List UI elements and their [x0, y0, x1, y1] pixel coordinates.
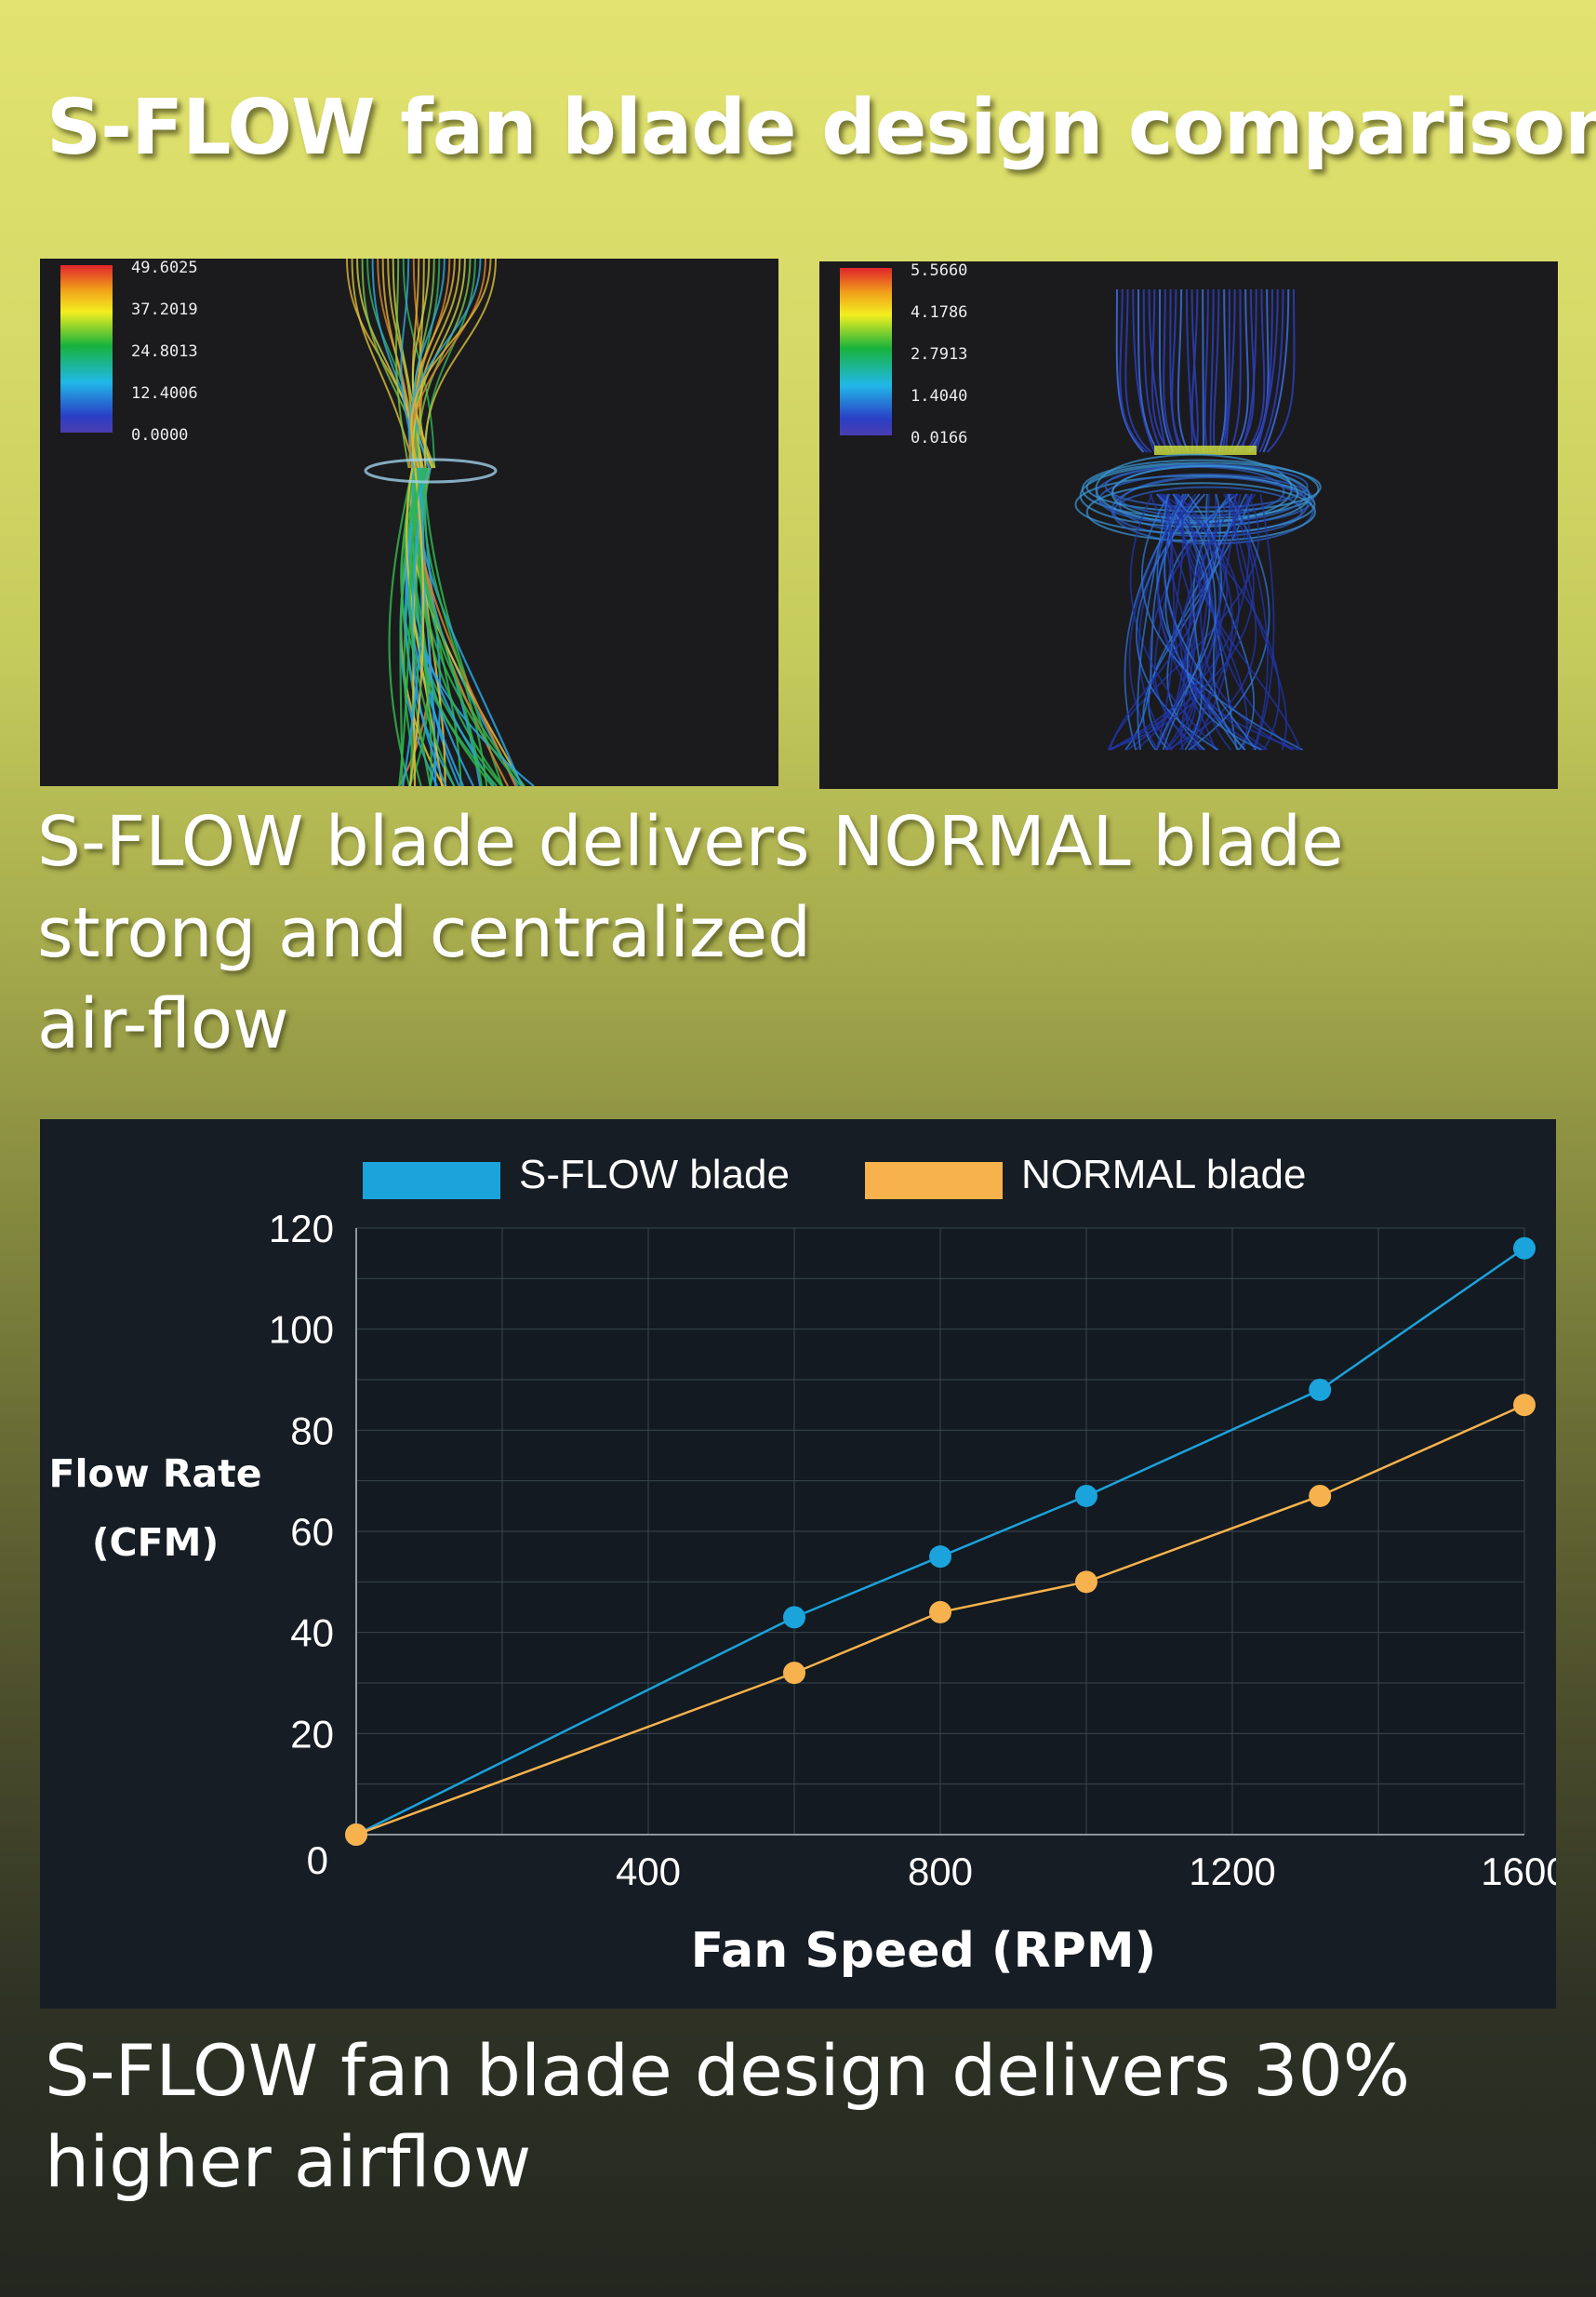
y-tick-label: 40 [290, 1611, 334, 1655]
data-point [1075, 1570, 1097, 1594]
scale-label: 49.6025 [131, 259, 198, 277]
scale-label: 1.4040 [911, 387, 968, 406]
scale-label: 12.4006 [131, 384, 198, 403]
y-axis-label: (CFM) [92, 1520, 219, 1565]
data-point [929, 1545, 951, 1569]
legend-swatch [363, 1162, 500, 1199]
bottom-caption: S-FLOW fan blade design delivers 30% hig… [45, 2025, 1410, 2208]
legend-swatch [865, 1162, 1003, 1199]
normal-caption: NORMAL blade [832, 796, 1344, 888]
y-tick-label: 120 [269, 1207, 334, 1250]
legend-label: S-FLOW blade [519, 1152, 790, 1197]
normal-streamlines [1074, 288, 1322, 751]
data-point [929, 1600, 951, 1623]
page-title: S-FLOW fan blade design comparison: [47, 84, 1596, 172]
y-tick-label: 80 [290, 1409, 334, 1452]
data-point [1513, 1394, 1536, 1417]
caption-line: higher airflow [45, 2120, 532, 2203]
x-axis-label: Fan Speed (RPM) [691, 1923, 1157, 1979]
y-tick-label: 20 [290, 1712, 334, 1756]
sflow-simulation-image: 49.6025 37.2019 24.8013 12.4006 0.0000 [40, 259, 778, 786]
scale-label: 4.1786 [911, 303, 968, 322]
y-tick-label: 100 [269, 1308, 334, 1352]
data-point [1513, 1236, 1536, 1260]
caption-line: NORMAL blade [832, 802, 1344, 882]
y-tick-label: 60 [290, 1510, 334, 1554]
y-tick-label: 0 [307, 1838, 328, 1882]
x-tick-label: 1200 [1189, 1850, 1275, 1893]
scale-label: 5.5660 [911, 261, 968, 280]
caption-line: air-flow [37, 984, 289, 1064]
color-scale-bar [840, 268, 892, 435]
scale-label: 24.8013 [131, 342, 198, 361]
x-tick-label: 800 [908, 1850, 973, 1893]
scale-label: 37.2019 [131, 300, 198, 319]
x-tick-label: 400 [616, 1850, 681, 1893]
chart-svg: 0 20 40 60 80 100 120 400 800 1200 1600 Fan Speed (… [48, 1152, 1556, 1979]
flow-rate-chart: 0 20 40 60 80 100 120 400 800 1200 1600 Fan Speed (… [40, 1119, 1556, 2009]
caption-line: strong and centralized [37, 893, 812, 973]
color-scale-bar [60, 265, 113, 433]
y-axis-label: Flow Rate [48, 1451, 261, 1496]
data-point [1075, 1484, 1097, 1507]
scale-label: 0.0000 [131, 426, 189, 445]
sflow-caption: S-FLOW blade delivers strong and central… [37, 796, 811, 1070]
normal-simulation-image: 5.5660 4.1786 2.7913 1.4040 0.0166 [819, 261, 1558, 789]
scale-label: 2.7913 [911, 345, 968, 364]
scale-label: 0.0166 [911, 429, 968, 447]
data-point [783, 1662, 805, 1685]
legend-label: NORMAL blade [1021, 1152, 1307, 1197]
sflow-streamlines [346, 259, 535, 786]
x-tick-label: 1600 [1481, 1850, 1556, 1893]
data-point [783, 1606, 805, 1629]
data-point [1309, 1378, 1332, 1401]
series-line [355, 1404, 1525, 1836]
caption-line: S-FLOW fan blade design delivers 30% [45, 2029, 1411, 2112]
data-point [345, 1823, 367, 1846]
series-line [355, 1247, 1525, 1836]
caption-line: S-FLOW blade delivers [37, 802, 810, 882]
data-point [1309, 1484, 1332, 1507]
